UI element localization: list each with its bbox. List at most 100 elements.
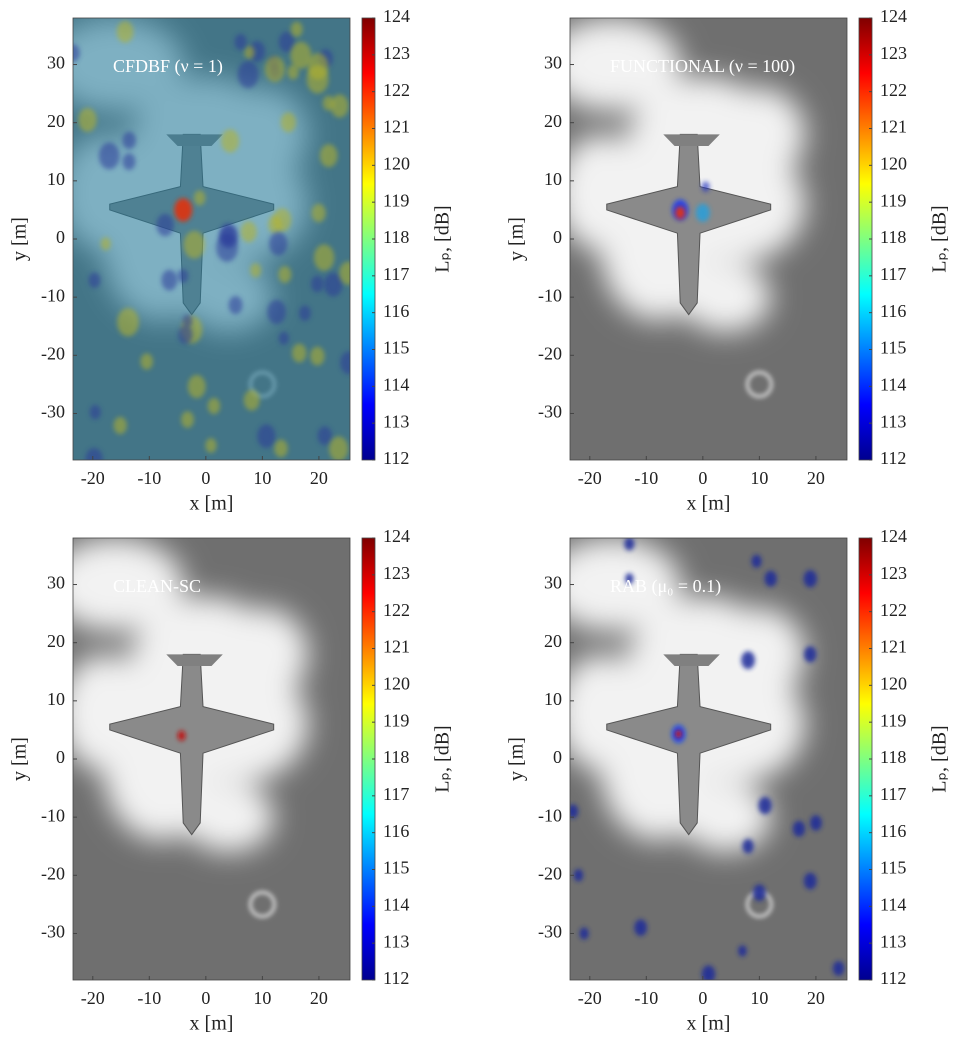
colorbar-tick-label: 119 bbox=[880, 710, 906, 730]
source-spot bbox=[269, 231, 288, 256]
ring bbox=[745, 370, 773, 398]
y-tick-label: -20 bbox=[538, 343, 562, 363]
source-spot bbox=[88, 272, 101, 288]
source-spot bbox=[624, 538, 635, 551]
source-spot bbox=[182, 314, 193, 328]
x-tick-label: -20 bbox=[578, 988, 602, 1008]
y-tick-label: 10 bbox=[47, 689, 65, 709]
colorbar-tick-label: 122 bbox=[880, 80, 907, 100]
tail bbox=[663, 134, 720, 146]
colorbar-tick-label: 115 bbox=[383, 338, 409, 358]
x-tick-label: 0 bbox=[201, 988, 210, 1008]
colorbar-tick-label: 115 bbox=[383, 858, 409, 878]
source-spot bbox=[140, 353, 154, 370]
colorbar-tick-label: 121 bbox=[880, 117, 907, 137]
source-spot bbox=[122, 153, 136, 171]
source-spot bbox=[290, 41, 312, 69]
source-spot bbox=[257, 424, 276, 449]
source-spot bbox=[250, 263, 262, 278]
colorbar-tick-label: 113 bbox=[383, 411, 409, 431]
y-tick-label: 30 bbox=[544, 53, 562, 73]
source-spot bbox=[625, 573, 634, 585]
x-tick-label: 10 bbox=[253, 468, 271, 488]
source-spot bbox=[741, 651, 755, 670]
y-tick-label: 10 bbox=[47, 169, 65, 189]
y-tick-label: -20 bbox=[41, 343, 65, 363]
source-spot bbox=[701, 965, 716, 980]
x-tick-label: -10 bbox=[137, 468, 161, 488]
source-spot bbox=[573, 869, 584, 882]
y-tick-label: -30 bbox=[538, 922, 562, 942]
source-spot bbox=[73, 44, 80, 62]
tail bbox=[663, 654, 720, 666]
x-axis-label: x [m] bbox=[190, 493, 234, 515]
colorbar-tick-label: 121 bbox=[383, 637, 410, 657]
source-spot bbox=[221, 129, 240, 153]
y-tick-label: 30 bbox=[47, 573, 65, 593]
source-spot bbox=[228, 295, 243, 315]
source-spot bbox=[298, 305, 311, 321]
source-spot bbox=[278, 266, 292, 283]
source-spot bbox=[183, 230, 206, 259]
source-spot bbox=[122, 131, 136, 150]
source-spot bbox=[187, 374, 206, 399]
source-spot bbox=[311, 203, 326, 223]
y-tick-label: -30 bbox=[41, 402, 65, 422]
map-image bbox=[570, 538, 847, 980]
colorbar-tick-label: 119 bbox=[880, 190, 906, 210]
colorbar-tick-label: 123 bbox=[383, 563, 410, 583]
x-axis-label: x [m] bbox=[687, 1013, 731, 1035]
cloud bbox=[73, 654, 150, 771]
colorbar-tick-label: 115 bbox=[880, 858, 906, 878]
y-tick-label: -20 bbox=[538, 863, 562, 883]
colorbar-tick-label: 124 bbox=[880, 6, 907, 26]
airplane bbox=[109, 653, 275, 836]
x-tick-label: -20 bbox=[81, 988, 105, 1008]
source-spot bbox=[310, 275, 324, 293]
map-image bbox=[73, 538, 350, 980]
airplane bbox=[606, 653, 772, 836]
source-spot bbox=[339, 261, 350, 285]
source-spot bbox=[701, 181, 710, 192]
source-spot bbox=[177, 268, 189, 283]
colorbar-tick-label: 114 bbox=[383, 374, 409, 394]
cloud bbox=[216, 607, 308, 701]
cloud bbox=[679, 262, 772, 332]
source-spot bbox=[758, 796, 772, 815]
colorbar-tick-label: 112 bbox=[383, 968, 409, 988]
source-spot bbox=[810, 815, 822, 831]
source-spot bbox=[804, 646, 817, 663]
source-spot bbox=[317, 426, 332, 446]
source-spot bbox=[340, 351, 350, 375]
x-tick-label: -10 bbox=[137, 988, 161, 1008]
source-spot bbox=[695, 203, 710, 222]
source-spot bbox=[274, 439, 288, 458]
colorbar-tick-label: 115 bbox=[880, 338, 906, 358]
panel-title: RAB (μ₀ = 0.1) bbox=[610, 576, 721, 597]
y-tick-label: 20 bbox=[544, 111, 562, 131]
source-spot bbox=[579, 927, 589, 940]
x-tick-label: 0 bbox=[201, 468, 210, 488]
colorbar-tick-label: 124 bbox=[383, 6, 410, 26]
x-tick-label: 10 bbox=[253, 988, 271, 1008]
source-spot bbox=[216, 233, 239, 262]
source-spot bbox=[792, 820, 806, 837]
colorbar-label: Lₚ, [dB] bbox=[432, 205, 454, 272]
tail bbox=[166, 654, 223, 666]
colorbar-tick-label: 114 bbox=[880, 374, 906, 394]
source-spot bbox=[273, 208, 292, 232]
source-spot bbox=[310, 346, 325, 366]
colorbar-tick-label: 121 bbox=[880, 637, 907, 657]
panel-title: FUNCTIONAL (ν = 100) bbox=[610, 56, 795, 77]
colorbar-tick-label: 118 bbox=[383, 227, 409, 247]
y-tick-label: 20 bbox=[47, 631, 65, 651]
source-spot bbox=[267, 299, 286, 325]
source-spot bbox=[287, 64, 299, 80]
source-spot bbox=[117, 308, 139, 337]
source-spot bbox=[752, 884, 766, 902]
source-spot bbox=[313, 244, 335, 271]
colorbar-tick-label: 121 bbox=[383, 117, 410, 137]
source-spot bbox=[742, 838, 754, 854]
source-spot bbox=[193, 190, 206, 206]
colorbar-tick-label: 120 bbox=[383, 673, 410, 693]
